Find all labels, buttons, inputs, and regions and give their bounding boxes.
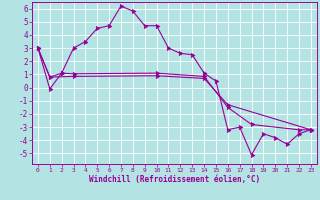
X-axis label: Windchill (Refroidissement éolien,°C): Windchill (Refroidissement éolien,°C) bbox=[89, 175, 260, 184]
